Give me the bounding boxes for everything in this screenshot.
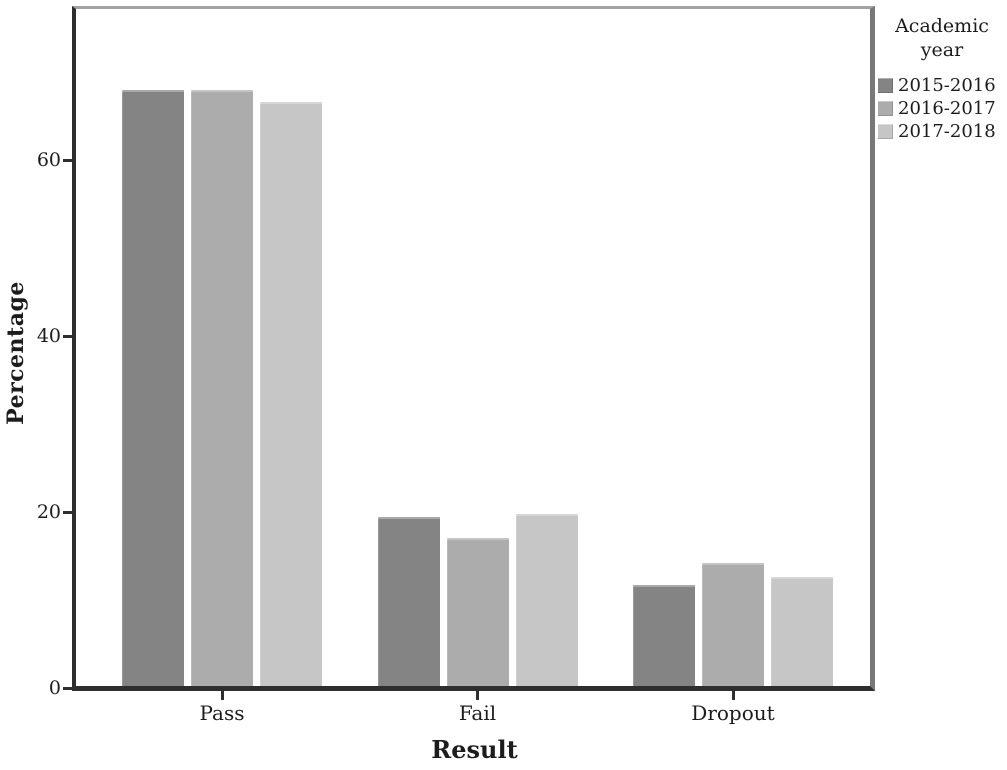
bar-fail-2016-2017: [446, 538, 509, 688]
bar-pass-2015-2016: [122, 90, 184, 688]
legend-swatch-icon: [878, 78, 893, 93]
legend-entry-2017-2018: 2017-2018: [878, 120, 1007, 143]
x-axis-category-label-dropout: Dropout: [691, 701, 775, 725]
bar-dropout-2016-2017: [702, 563, 764, 688]
x-axis-category-label-fail: Fail: [458, 701, 497, 725]
legend-swatch-icon: [878, 124, 893, 139]
legend-entries: 2015-2016 2016-2017 2017-2018: [878, 74, 1007, 143]
bar-pass-2017-2018: [260, 101, 322, 688]
legend-label: 2015-2016: [898, 75, 996, 96]
x-axis-tick-fail: [476, 691, 479, 700]
bar-fail-2015-2016: [377, 517, 440, 688]
legend: Academic year 2015-2016 2016-2017 2017-201…: [878, 14, 1007, 143]
legend-swatch-icon: [878, 101, 893, 116]
bar-fail-2017-2018: [515, 513, 578, 688]
x-axis-tick-dropout: [731, 691, 735, 700]
legend-entry-2016-2017: 2016-2017: [878, 97, 1007, 120]
bar-dropout-2017-2018: [771, 577, 833, 688]
bar-pass-2016-2017: [191, 90, 253, 688]
bar-dropout-2015-2016: [633, 585, 695, 688]
y-axis-title: Percentage: [3, 281, 29, 425]
legend-entry-2015-2016: 2015-2016: [878, 74, 1007, 97]
y-axis-tick-label-60: 60: [36, 149, 61, 171]
y-axis-tick-label-0: 0: [48, 677, 61, 699]
x-axis-category-label-pass: Pass: [199, 701, 245, 725]
y-axis-tick-label-40: 40: [36, 325, 61, 347]
legend-title: Academic year: [895, 15, 989, 61]
legend-label: 2017-2018: [898, 121, 996, 142]
y-axis-tick-0: [63, 686, 74, 690]
y-axis-tick-60: [63, 158, 74, 162]
y-axis-tick-40: [63, 334, 74, 338]
x-axis-title: Result: [431, 735, 518, 764]
y-axis-tick-label-20: 20: [36, 501, 61, 523]
x-axis-tick-pass: [220, 691, 224, 700]
y-axis-tick-20: [63, 510, 74, 514]
legend-label: 2016-2017: [898, 98, 996, 119]
